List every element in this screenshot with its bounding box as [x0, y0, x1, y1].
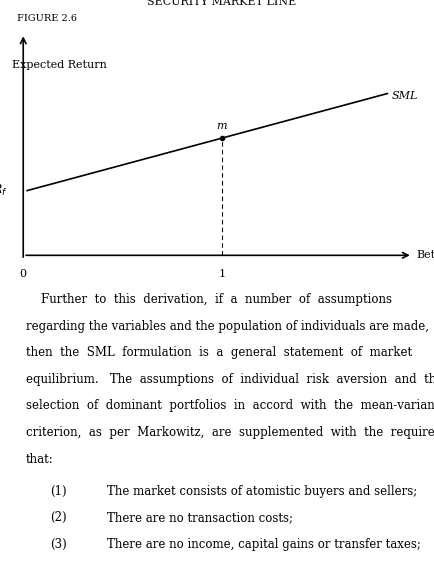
Text: selection  of  dominant  portfolios  in  accord  with  the  mean-variance: selection of dominant portfolios in acco… — [26, 400, 434, 412]
Text: SML: SML — [390, 91, 417, 101]
Text: then  the  SML  formulation  is  a  general  statement  of  market: then the SML formulation is a general st… — [26, 346, 411, 359]
Text: regarding the variables and the population of individuals are made,: regarding the variables and the populati… — [26, 320, 427, 333]
Text: The market consists of atomistic buyers and sellers;: The market consists of atomistic buyers … — [107, 485, 417, 498]
Text: 1: 1 — [218, 269, 225, 279]
Text: FIGURE 2.6: FIGURE 2.6 — [17, 14, 77, 24]
Text: Expected Return: Expected Return — [12, 60, 106, 70]
Text: $R_f$: $R_f$ — [0, 183, 8, 198]
Text: equilibrium.   The  assumptions  of  individual  risk  aversion  and  the: equilibrium. The assumptions of individu… — [26, 373, 434, 386]
Text: m: m — [216, 121, 227, 131]
Text: 0: 0 — [20, 269, 27, 279]
Text: There are no income, capital gains or transfer taxes;: There are no income, capital gains or tr… — [107, 538, 420, 551]
Text: Beta: Beta — [416, 251, 434, 260]
Text: criterion,  as  per  Markowitz,  are  supplemented  with  the  requirements: criterion, as per Markowitz, are supplem… — [26, 426, 434, 439]
Text: There are no transaction costs;: There are no transaction costs; — [107, 511, 293, 524]
Text: (2): (2) — [50, 511, 66, 524]
Text: (3): (3) — [50, 538, 67, 551]
Text: Further  to  this  derivation,  if  a  number  of  assumptions: Further to this derivation, if a number … — [26, 293, 391, 306]
Text: SECURITY MARKET LINE: SECURITY MARKET LINE — [147, 0, 296, 7]
Text: that:: that: — [26, 453, 53, 465]
Text: (1): (1) — [50, 485, 66, 498]
